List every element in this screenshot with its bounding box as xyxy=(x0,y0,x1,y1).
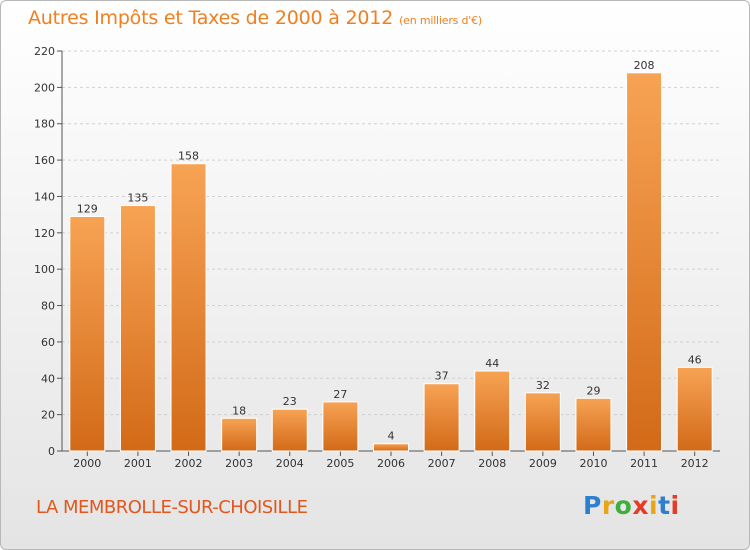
x-tick-label-2006: 2006 xyxy=(377,457,405,470)
grid-lines xyxy=(62,50,720,416)
x-tick-label-2008: 2008 xyxy=(478,457,506,470)
x-tick-label-2004: 2004 xyxy=(276,457,304,470)
y-tick-label: 160 xyxy=(34,154,55,167)
y-tick-label: 0 xyxy=(48,445,55,458)
data-label-2009: 32 xyxy=(536,379,550,392)
bar-2007 xyxy=(423,383,460,452)
data-label-2001: 135 xyxy=(127,192,148,205)
bar-2006 xyxy=(373,443,409,452)
logo-letter: x xyxy=(632,491,649,520)
x-tick-label-2005: 2005 xyxy=(326,457,354,470)
bar-2008 xyxy=(474,370,511,452)
chart-title: Autres Impôts et Taxes de 2000 à 2012 (en… xyxy=(28,7,482,29)
x-tick-label-2011: 2011 xyxy=(630,457,658,470)
data-label-2006: 4 xyxy=(388,430,395,443)
logo-letter: i xyxy=(670,491,680,520)
data-label-2002: 158 xyxy=(178,150,199,163)
x-tick-label-2002: 2002 xyxy=(175,457,203,470)
data-label-2011: 208 xyxy=(634,59,655,72)
data-label-2012: 46 xyxy=(688,353,702,366)
data-label-2004: 23 xyxy=(283,395,297,408)
data-labels: 129 2000 135 2001 158 2002 18 2003 23 2004 27 2005 4… xyxy=(73,59,708,470)
proxiti-logo: Proxiti xyxy=(583,491,680,520)
y-tick-label: 140 xyxy=(34,190,55,203)
chart-title-text: Autres Impôts et Taxes de 2000 à 2012 xyxy=(28,7,394,29)
y-tick-label: 120 xyxy=(34,227,55,240)
bar-2001 xyxy=(119,205,156,452)
y-tick-label: 60 xyxy=(41,336,55,349)
y-tick-label: 220 xyxy=(34,45,55,58)
y-tick-label: 80 xyxy=(41,300,55,313)
data-label-2005: 27 xyxy=(333,388,347,401)
x-tick-label-2000: 2000 xyxy=(73,457,101,470)
logo-letter: o xyxy=(614,491,633,520)
y-tick-label: 40 xyxy=(41,372,55,385)
data-label-2007: 37 xyxy=(435,370,449,383)
y-tick-label: 180 xyxy=(34,118,55,131)
logo-letter: P xyxy=(583,491,602,520)
x-tick-label-2009: 2009 xyxy=(529,457,557,470)
data-label-2000: 129 xyxy=(77,202,98,215)
bars xyxy=(69,72,713,452)
axes: 0 20 40 60 80 100 120 140 160 180 200 220 xyxy=(34,45,720,458)
data-label-2008: 44 xyxy=(485,357,499,370)
x-tick-label-2010: 2010 xyxy=(579,457,607,470)
bar-2009 xyxy=(524,392,561,452)
y-tick-label: 20 xyxy=(41,409,55,422)
bar-2003 xyxy=(221,417,258,452)
x-tick-label-2003: 2003 xyxy=(225,457,253,470)
bar-2011 xyxy=(626,72,663,452)
commune-name: LA MEMBROLLE-SUR-CHOISILLE xyxy=(36,497,308,518)
data-label-2010: 29 xyxy=(586,384,600,397)
logo-letter: t xyxy=(658,491,671,520)
bar-2010 xyxy=(575,397,612,452)
bar-2004 xyxy=(271,408,308,452)
bar-2012 xyxy=(676,366,713,452)
logo-letter: i xyxy=(649,491,659,520)
bar-2005 xyxy=(322,401,359,452)
x-tick-label-2007: 2007 xyxy=(428,457,456,470)
y-tick-label: 100 xyxy=(34,263,55,276)
y-tick-label: 200 xyxy=(34,81,55,94)
bar-2000 xyxy=(69,215,106,452)
bar-2002 xyxy=(170,163,207,452)
x-tick-label-2001: 2001 xyxy=(124,457,152,470)
x-tick-label-2012: 2012 xyxy=(681,457,709,470)
data-label-2003: 18 xyxy=(232,404,246,417)
chart-unit-label: (en milliers d'€) xyxy=(399,14,482,27)
logo-letter: r xyxy=(601,491,615,520)
